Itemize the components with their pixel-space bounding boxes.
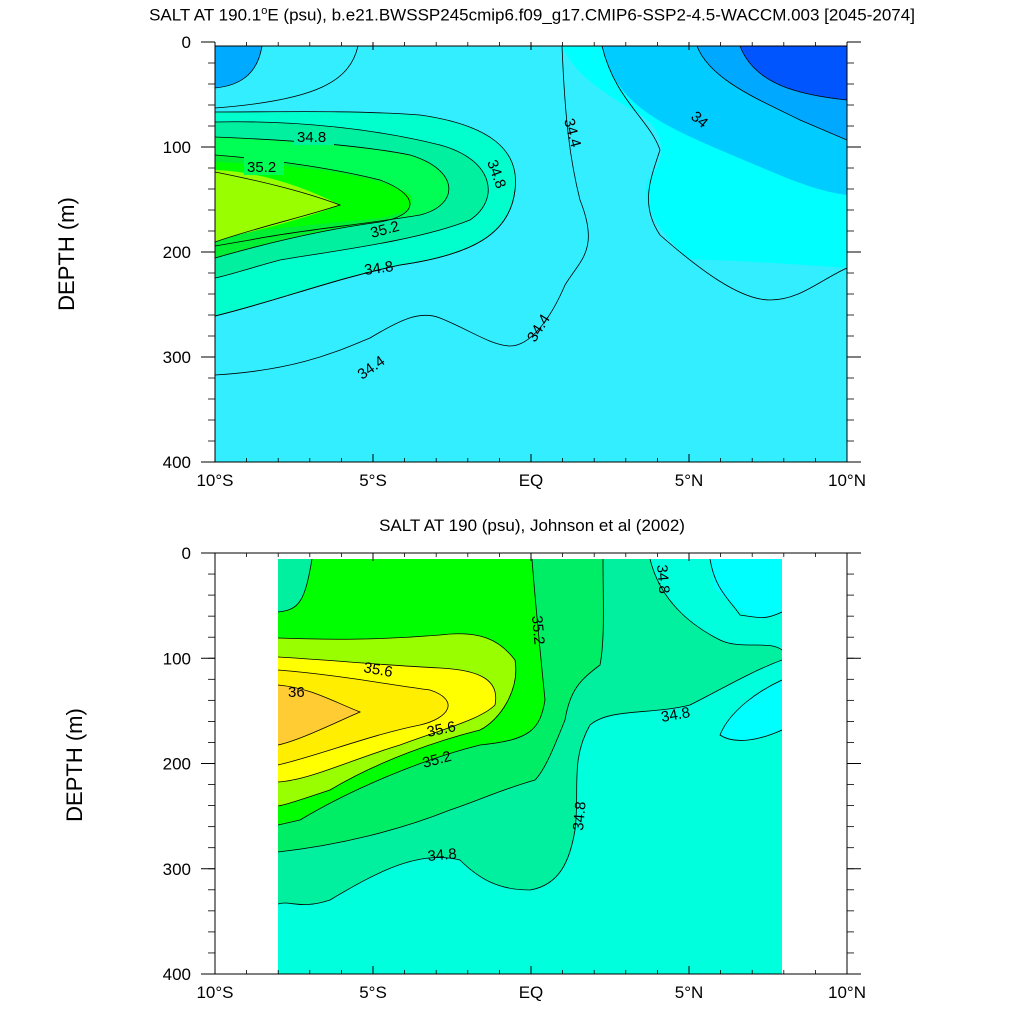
chart1-y-tick-label: 100 — [163, 138, 191, 157]
chart1-contour-label-6: 34.4 — [560, 117, 584, 150]
chart1-x-tick-label: 5°S — [359, 471, 387, 490]
chart1-y-tick-label: 0 — [182, 33, 191, 52]
chart2-contour-label-8: 34.8 — [660, 704, 692, 726]
chart1-contour-labels: 34.8 35.2 34.8 35.2 34.8 34.4 34.4 34.4 … — [244, 108, 711, 383]
chart1-filled-contours — [215, 46, 847, 462]
chart2-y-tick-label: 0 — [182, 544, 191, 563]
chart1-y-tick-label: 300 — [163, 348, 191, 367]
chart2-y-tick-label: 300 — [163, 860, 191, 879]
chart1-contour-label-2: 35.2 — [247, 159, 276, 176]
chart1-region-deep-left — [215, 258, 847, 462]
chart1-x-tick-label: 10°N — [828, 471, 866, 490]
chart1-contour-lines — [215, 46, 847, 376]
chart2-contour-label-7: 34.8 — [570, 801, 589, 832]
chart2-region-34.6-right — [720, 680, 782, 741]
chart2-title: SALT AT 190 (psu), Johnson et al (2002) — [379, 516, 685, 535]
chart2-contour-label-1: 35.6 — [362, 659, 394, 681]
chart2-axes: 10°S 5°S EQ 5°N 10°N 0 100 200 300 400 — [163, 544, 866, 1002]
chart2-contour-label-9: 34.8 — [653, 564, 672, 595]
chart1-x-tick-label: 10°S — [196, 471, 233, 490]
chart2-contour-label-5: 35.2 — [528, 615, 547, 646]
chart2-x-tick-label: 10°N — [828, 983, 866, 1002]
chart1-y-tick-label: 400 — [163, 453, 191, 472]
chart2-y-tick-label: 100 — [163, 649, 191, 668]
chart2-y-tick-label: 200 — [163, 755, 191, 774]
chart2-x-tick-label: EQ — [519, 983, 544, 1002]
chart1-region-deep-left-bottom — [215, 376, 400, 462]
chart2-x-tick-label: 5°S — [359, 983, 387, 1002]
chart1-region-35.4-fill — [215, 172, 340, 242]
chart2-region-35.8 — [278, 670, 449, 765]
chart1-region-surface-left-blue — [215, 46, 262, 88]
chart2-y-tick-label: 400 — [163, 965, 191, 984]
chart2-filled-contours — [278, 559, 782, 974]
chart1-x-tick-label: 5°N — [675, 471, 704, 490]
chart2-contour-label-3: 35.6 — [425, 718, 457, 741]
chart2-contour-labels: 35.6 36 35.6 35.2 35.2 34.8 34.8 34.8 34… — [288, 564, 691, 865]
chart1-title: SALT AT 190.1oE (psu), b.e21.BWSSP245cmi… — [149, 5, 915, 25]
chart2-x-tick-label: 10°S — [196, 983, 233, 1002]
chart2-contour-lines — [278, 559, 782, 906]
chart2-region-34.6-top-right — [710, 559, 782, 619]
chart1-contour-label-1: 34.8 — [297, 129, 326, 146]
chart2-region-36 — [278, 685, 360, 745]
chart1-contour-label-5: 34.8 — [363, 258, 394, 279]
chart1-y-tick-label: 200 — [163, 243, 191, 262]
chart2-contour-label-2: 36 — [288, 684, 305, 701]
chart1-contour-label-4: 35.2 — [369, 218, 402, 242]
chart2-region-left-low — [278, 559, 312, 612]
chart2-x-tick-label: 5°N — [675, 983, 704, 1002]
chart1-x-tick-label: EQ — [519, 471, 544, 490]
chart2-contour-label-6: 34.8 — [427, 846, 458, 865]
chart1-region-33.4 — [740, 46, 847, 100]
chart1-axes: 10°S 5°S EQ 5°N 10°N 0 100 200 300 400 — [163, 33, 866, 490]
chart2-contour-label-4: 35.2 — [421, 748, 454, 772]
